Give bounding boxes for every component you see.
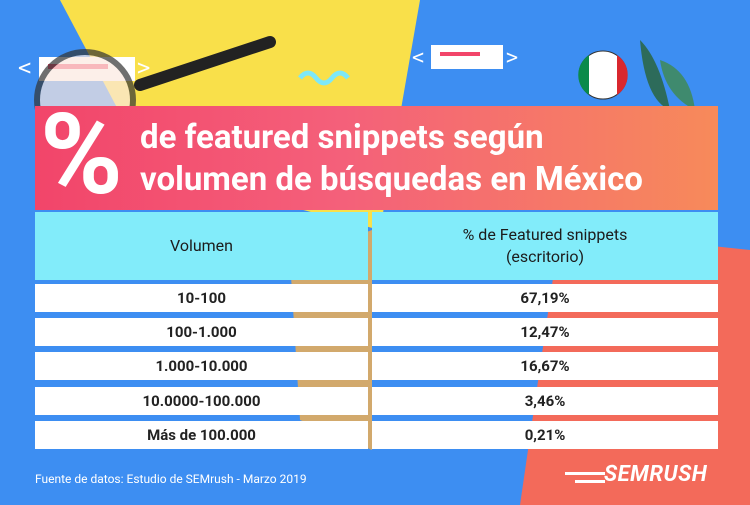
title-line: de featured snippets según [140,118,544,157]
table-cell: 16,67% [372,352,718,380]
table-cell: 67,19% [372,284,718,312]
source-note: Fuente de datos: Estudio de SEMrush - Ma… [35,472,307,486]
table-cell: 1.000-10.000 [35,352,368,380]
table-cell: 0,21% [372,421,718,449]
header-cell: % de Featured snippets (escritorio) [372,212,718,280]
table-cell: 10-100 [35,284,368,312]
logo: SEMRUSH [604,462,708,487]
table-cell: Más de 100.000 [35,421,368,449]
table-cell: 10.0000-100.000 [35,387,368,415]
header-cell: Volumen [35,212,368,280]
table-cell: 3,46% [372,387,718,415]
svg-text:<: < [412,45,424,69]
svg-text:>: > [506,45,518,69]
table-cell: 12,47% [372,318,718,346]
title-line: volumen de búsquedas en México [140,160,643,199]
table-cell: 100-1.000 [35,318,368,346]
title-symbol: % [40,90,123,221]
title-banner [35,106,718,210]
header-text: Volumen [169,236,233,255]
header-text: (escritorio) [505,247,585,266]
header-text: % de Featured snippets [462,225,628,244]
svg-text:<: < [18,56,31,81]
svg-text:>: > [137,56,150,81]
